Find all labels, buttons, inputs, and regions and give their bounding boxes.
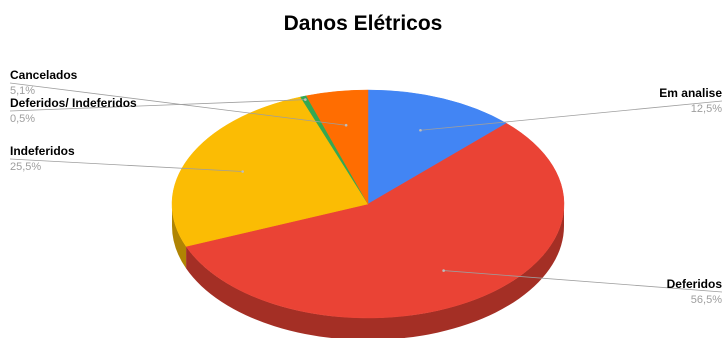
slice-label-em-analise: Em analise	[659, 86, 722, 100]
slice-label-deferidos: Deferidos	[667, 277, 723, 291]
leader-line-cancelados	[9, 82, 347, 126]
pie-top-layer	[171, 89, 565, 319]
pie-depth-layer	[172, 204, 564, 338]
leader-dot-indeferidos	[241, 170, 244, 173]
slice-percent-deferidos: 56,5%	[691, 294, 722, 306]
chart-title: Danos Elétricos	[283, 12, 443, 35]
leader-dot-cancelados	[344, 123, 348, 127]
slice-percent-cancelados: 5,1%	[10, 85, 35, 97]
leader-line-em-analise	[420, 100, 723, 131]
leader-line-indeferidos	[9, 158, 243, 172]
leader-dot-deferidos-indeferidos	[304, 98, 307, 101]
slice-label-indeferidos: Indeferidos	[10, 144, 75, 158]
leader-dot-em-analise	[419, 128, 422, 132]
slice-label-cancelados: Cancelados	[10, 68, 78, 82]
leader-dot-deferidos	[442, 269, 445, 272]
leader-lines	[9, 82, 723, 293]
slice-em-analise[interactable]	[367, 89, 507, 205]
slice-side-indeferidos	[172, 204, 187, 269]
slice-labels: Em analise 12,5% Deferidos 56,5% Indeferidos…	[10, 68, 722, 306]
slice-percent-indeferidos: 25,5%	[10, 161, 41, 173]
slice-cancelados[interactable]	[305, 89, 369, 205]
slice-deferidos[interactable]	[185, 123, 565, 319]
leader-line-deferidos-indeferidos	[9, 99, 306, 112]
slice-indeferidos[interactable]	[171, 96, 369, 247]
slice-percent-deferidos-indeferidos: 0,5%	[10, 113, 35, 125]
slice-percent-em-analise: 12,5%	[691, 103, 722, 115]
leader-line-deferidos	[443, 270, 723, 293]
slice-label-deferidos-indeferidos: Deferidos/ Indeferidos	[10, 96, 137, 110]
slice-side-deferidos	[186, 204, 564, 338]
